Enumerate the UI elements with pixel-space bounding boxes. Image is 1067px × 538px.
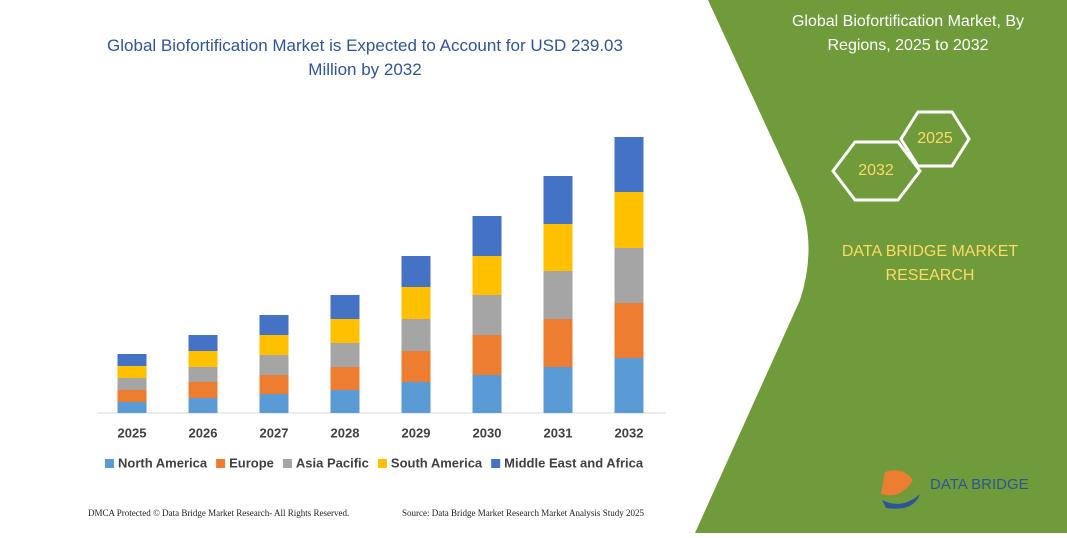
bar-segment <box>330 367 360 390</box>
bar-segment <box>188 398 218 413</box>
bar-segment <box>188 367 218 382</box>
chart-title: Global Biofortification Market is Expect… <box>107 36 623 79</box>
brand: DATA BRIDGE MARKET RESEARCH <box>842 243 1019 284</box>
footer-right: Source: Data Bridge Market Research Mark… <box>402 508 644 518</box>
bar-segment <box>259 355 289 375</box>
bar-segment <box>188 382 218 398</box>
x-tick-label: 2029 <box>402 425 431 440</box>
logo-icon <box>882 494 920 509</box>
legend-swatch <box>491 459 501 468</box>
legend-swatch <box>105 459 114 468</box>
bar-segment <box>614 192 644 248</box>
bar-segment <box>614 248 644 303</box>
bar-segment <box>543 176 573 224</box>
legend-swatch <box>377 459 387 468</box>
bar-segment <box>330 343 360 367</box>
bar-segment <box>543 224 573 271</box>
hexagon <box>899 110 971 168</box>
green-panel <box>695 0 1067 533</box>
logo-icon <box>881 470 913 496</box>
panel-title-line: Regions, 2025 to 2032 <box>827 37 988 54</box>
bar-segment <box>117 390 147 402</box>
bar-segment <box>259 375 289 394</box>
legend-label: Asia Pacific <box>296 455 369 470</box>
bar-segment <box>188 335 218 351</box>
plot: 2025 2026 2027 2028 2029 2030 2031 2032 North Am… <box>105 137 644 470</box>
bar-segment <box>401 256 431 287</box>
bar-segment <box>614 303 644 358</box>
legend-label: South America <box>391 455 483 470</box>
panel-title-line: Global Biofortification Market, By <box>792 13 1024 30</box>
brand-line: DATA BRIDGE MARKET <box>842 243 1019 260</box>
hex-label: 2025 <box>917 130 953 147</box>
bar-segment <box>401 287 431 319</box>
legend-label: Europe <box>229 455 274 470</box>
bar-segment <box>259 335 289 355</box>
bar-segment <box>472 375 502 413</box>
bar-segment <box>117 354 147 366</box>
x-tick-label: 2027 <box>260 425 289 440</box>
bar-segment <box>117 366 147 378</box>
bar-segment <box>614 358 644 413</box>
x-tick-label: 2026 <box>189 425 218 440</box>
title-line: Million by 2032 <box>308 60 421 79</box>
footer-left: DMCA Protected © Data Bridge Market Rese… <box>88 508 349 518</box>
bar-segment <box>117 378 147 390</box>
bar-segment <box>117 402 147 413</box>
x-tick-label: 2030 <box>473 425 502 440</box>
bar-segment <box>330 295 360 319</box>
bar-segment <box>472 256 502 295</box>
title-line: Global Biofortification Market is Expect… <box>107 36 623 55</box>
legend-swatch <box>216 459 226 468</box>
bar-segment <box>401 382 431 413</box>
bar-segment <box>401 351 431 382</box>
brand-line: RESEARCH <box>886 267 975 284</box>
legend-label: Middle East and Africa <box>504 455 644 470</box>
bar-segment <box>472 335 502 375</box>
bar-segment <box>330 319 360 343</box>
bar-segment <box>614 137 644 192</box>
bar-segment <box>188 351 218 367</box>
bar-segment <box>472 216 502 256</box>
x-tick-label: 2025 <box>118 425 147 440</box>
bar-segment <box>401 319 431 351</box>
x-tick-label: 2028 <box>331 425 360 440</box>
hex-label: 2032 <box>858 162 894 179</box>
bar-segment <box>330 390 360 413</box>
bar-segment <box>543 271 573 319</box>
logo-text: DATA BRIDGE <box>930 476 1029 493</box>
bar-segment <box>543 319 573 367</box>
legend-swatch <box>282 459 292 468</box>
bar-segment <box>472 295 502 335</box>
hexagon <box>831 140 922 202</box>
x-tick-label: 2031 <box>544 425 573 440</box>
x-tick-label: 2032 <box>615 425 644 440</box>
panel-title: Global Biofortification Market, By Region… <box>792 13 1024 54</box>
bar-segment <box>259 394 289 413</box>
bar-segment <box>543 367 573 413</box>
legend-label: North America <box>118 455 208 470</box>
bar-segment <box>259 315 289 335</box>
